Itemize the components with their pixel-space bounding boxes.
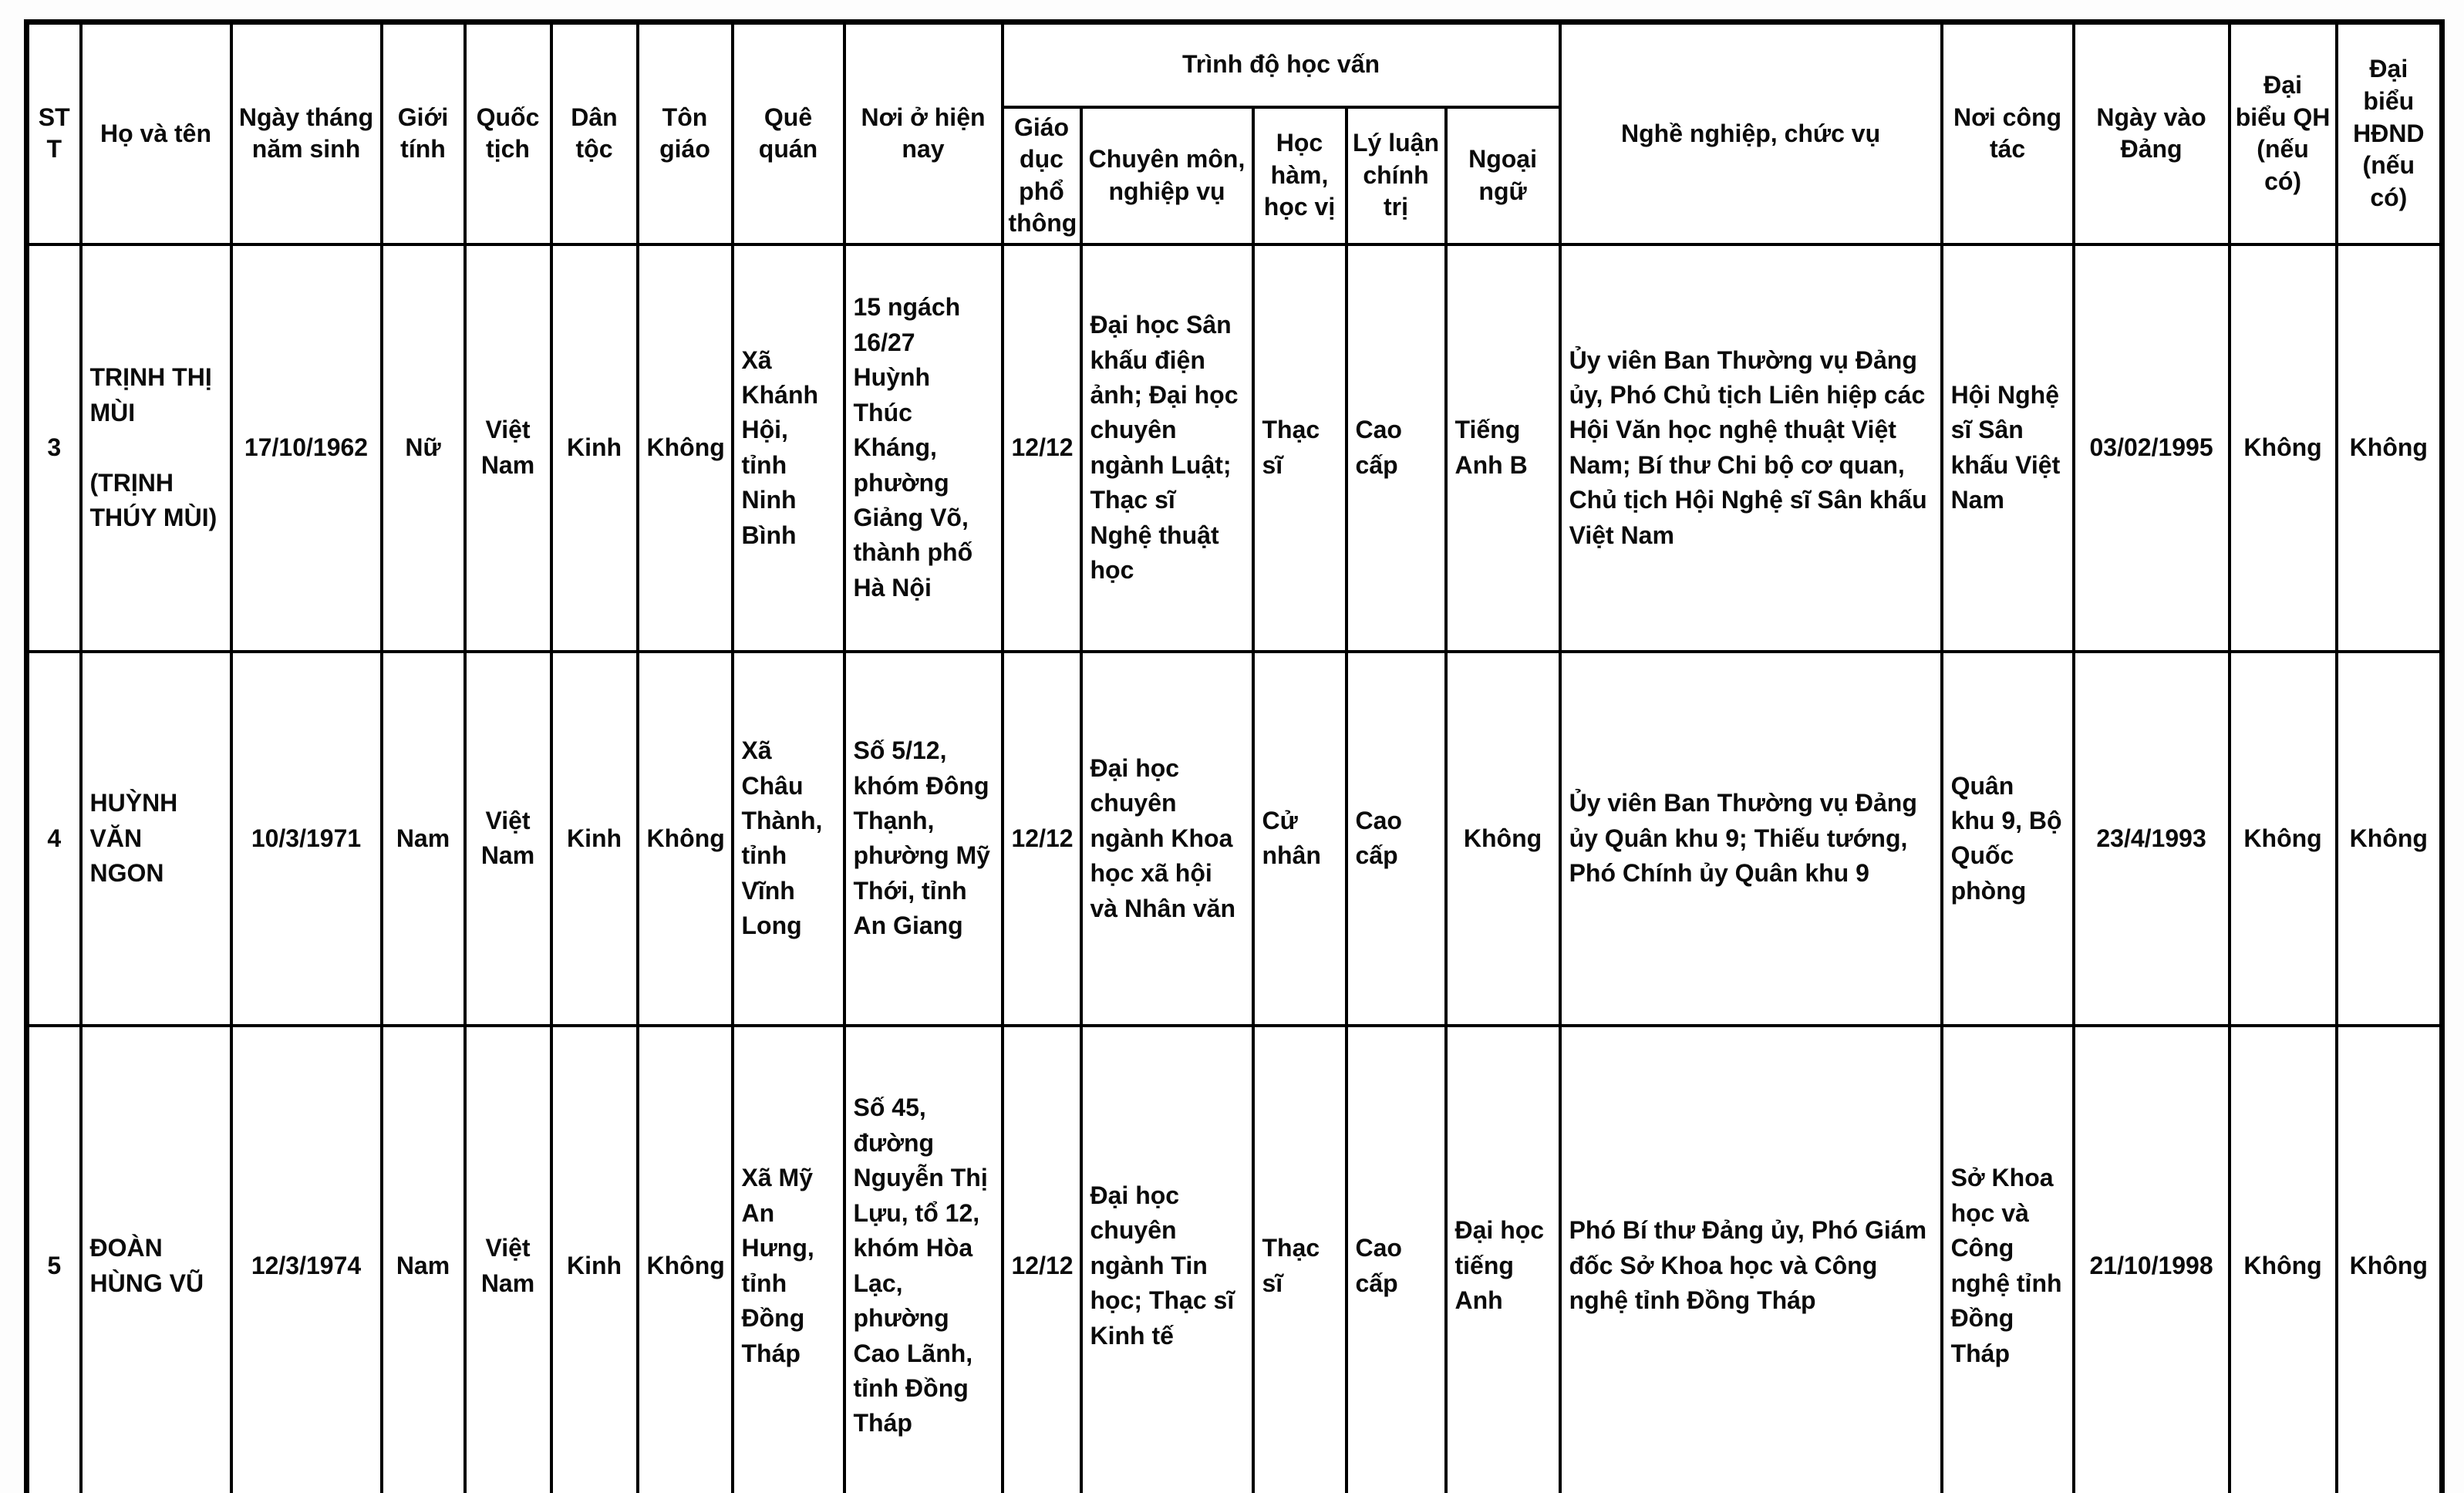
cell-party-admission-date: 03/02/1995 — [2071, 242, 2231, 653]
cell-council-deputy: Không — [2334, 1023, 2444, 1493]
cell-political-theory: Cao cấp — [1344, 1023, 1448, 1493]
cell-professional-qualification: Đại học chuyên ngành Tin học; Thạc sĩ Ki… — [1079, 1023, 1255, 1493]
cell-professional-qualification: Đại học Sân khấu điện ảnh; Đại học chuyê… — [1079, 242, 1255, 653]
cell-gender: Nam — [379, 1023, 467, 1493]
delegate-roster-table: STT Họ và tên Ngày tháng năm sinh Giới t… — [24, 19, 2445, 1493]
header-foreign-language: Ngoại ngữ — [1444, 105, 1562, 246]
cell-current-residence: Số 45, đường Nguyễn Thị Lựu, tổ 12, khóm… — [842, 1023, 1004, 1493]
header-current-residence: Nơi ở hiện nay — [842, 20, 1004, 246]
header-occupation: Nghề nghiệp, chức vụ — [1558, 20, 1943, 246]
cell-date-of-birth: 10/3/1971 — [229, 649, 383, 1027]
cell-na-deputy: Không — [2227, 242, 2338, 653]
cell-political-theory: Cao cấp — [1344, 649, 1448, 1027]
header-date-of-birth: Ngày tháng năm sinh — [229, 20, 383, 246]
header-na-deputy: Đại biểu QH (nếu có) — [2227, 20, 2338, 246]
cell-occupation: Ủy viên Ban Thường vụ Đảng ủy, Phó Chủ t… — [1558, 242, 1943, 653]
cell-nationality: Việt Nam — [463, 1023, 553, 1493]
cell-nationality: Việt Nam — [463, 242, 553, 653]
cell-general-education: 12/12 — [1000, 649, 1083, 1027]
cell-academic-title: Cử nhân — [1251, 649, 1348, 1027]
cell-religion: Không — [635, 242, 734, 653]
header-academic-title: Học hàm, học vị — [1251, 105, 1348, 246]
cell-ethnicity: Kinh — [549, 649, 639, 1027]
cell-party-admission-date: 23/4/1993 — [2071, 649, 2231, 1027]
cell-hometown: Xã Mỹ An Hưng, tỉnh Đồng Tháp — [730, 1023, 846, 1493]
header-workplace: Nơi công tác — [1940, 20, 2075, 246]
cell-na-deputy: Không — [2227, 649, 2338, 1027]
header-education-group: Trình độ học vấn — [1000, 20, 1562, 109]
cell-na-deputy: Không — [2227, 1023, 2338, 1493]
header-gender: Giới tính — [379, 20, 467, 246]
cell-current-residence: Số 5/12, khóm Đông Thạnh, phường Mỹ Thới… — [842, 649, 1004, 1027]
cell-council-deputy: Không — [2334, 649, 2444, 1027]
cell-general-education: 12/12 — [1000, 242, 1083, 653]
cell-academic-title: Thạc sĩ — [1251, 242, 1348, 653]
cell-hometown: Xã Châu Thành, tỉnh Vĩnh Long — [730, 649, 846, 1027]
cell-stt: 3 — [25, 242, 83, 653]
cell-full-name: ĐOÀN HÙNG VŨ — [79, 1023, 233, 1493]
cell-ethnicity: Kinh — [549, 1023, 639, 1493]
cell-party-admission-date: 21/10/1998 — [2071, 1023, 2231, 1493]
cell-stt: 4 — [25, 649, 83, 1027]
cell-occupation: Phó Bí thư Đảng ủy, Phó Giám đốc Sở Khoa… — [1558, 1023, 1943, 1493]
cell-professional-qualification: Đại học chuyên ngành Khoa học xã hội và … — [1079, 649, 1255, 1027]
header-party-admission-date: Ngày vào Đảng — [2071, 20, 2231, 246]
cell-hometown: Xã Khánh Hội, tỉnh Ninh Bình — [730, 242, 846, 653]
cell-ethnicity: Kinh — [549, 242, 639, 653]
cell-date-of-birth: 17/10/1962 — [229, 242, 383, 653]
cell-religion: Không — [635, 1023, 734, 1493]
header-hometown: Quê quán — [730, 20, 846, 246]
cell-workplace: Hội Nghệ sĩ Sân khấu Việt Nam — [1940, 242, 2075, 653]
header-ethnicity: Dân tộc — [549, 20, 639, 246]
cell-full-name: HUỲNH VĂN NGON — [79, 649, 233, 1027]
table-header-row-2: Giáo dục phổ thông Chuyên môn, nghiệp vụ… — [27, 105, 2442, 246]
cell-gender: Nữ — [379, 242, 467, 653]
header-political-theory: Lý luận chính trị — [1344, 105, 1448, 246]
cell-council-deputy: Không — [2334, 242, 2444, 653]
table-row: 5 ĐOÀN HÙNG VŨ 12/3/1974 Nam Việt Nam Ki… — [25, 1023, 2444, 1493]
cell-stt: 5 — [25, 1023, 83, 1493]
table-header-row-1: STT Họ và tên Ngày tháng năm sinh Giới t… — [25, 20, 2444, 246]
cell-foreign-language: Tiếng Anh B — [1444, 242, 1562, 653]
header-full-name: Họ và tên — [79, 20, 233, 246]
cell-workplace: Sở Khoa học và Công nghệ tỉnh Đồng Tháp — [1940, 1023, 2075, 1493]
header-council-deputy: Đại biểu HĐND (nếu có) — [2334, 20, 2444, 246]
cell-gender: Nam — [379, 649, 467, 1027]
cell-nationality: Việt Nam — [463, 649, 553, 1027]
header-general-education: Giáo dục phổ thông — [1000, 105, 1083, 246]
cell-full-name: TRỊNH THỊ MÙI (TRỊNH THÚY MÙI) — [79, 242, 233, 653]
cell-political-theory: Cao cấp — [1344, 242, 1448, 653]
table-row: 4 HUỲNH VĂN NGON 10/3/1971 Nam Việt Nam … — [25, 649, 2444, 1027]
header-stt: STT — [25, 20, 83, 246]
cell-foreign-language: Không — [1444, 649, 1562, 1027]
cell-occupation: Ủy viên Ban Thường vụ Đảng ủy Quân khu 9… — [1558, 649, 1943, 1027]
cell-general-education: 12/12 — [1000, 1023, 1083, 1493]
cell-current-residence: 15 ngách 16/27 Huỳnh Thúc Kháng, phường … — [842, 242, 1004, 653]
header-religion: Tôn giáo — [635, 20, 734, 246]
cell-date-of-birth: 12/3/1974 — [229, 1023, 383, 1493]
cell-academic-title: Thạc sĩ — [1251, 1023, 1348, 1493]
header-nationality: Quốc tịch — [463, 20, 553, 246]
header-professional-qualification: Chuyên môn, nghiệp vụ — [1079, 105, 1255, 246]
cell-foreign-language: Đại học tiếng Anh — [1444, 1023, 1562, 1493]
cell-workplace: Quân khu 9, Bộ Quốc phòng — [1940, 649, 2075, 1027]
cell-religion: Không — [635, 649, 734, 1027]
table-row: 3 TRỊNH THỊ MÙI (TRỊNH THÚY MÙI) 17/10/1… — [25, 242, 2444, 653]
